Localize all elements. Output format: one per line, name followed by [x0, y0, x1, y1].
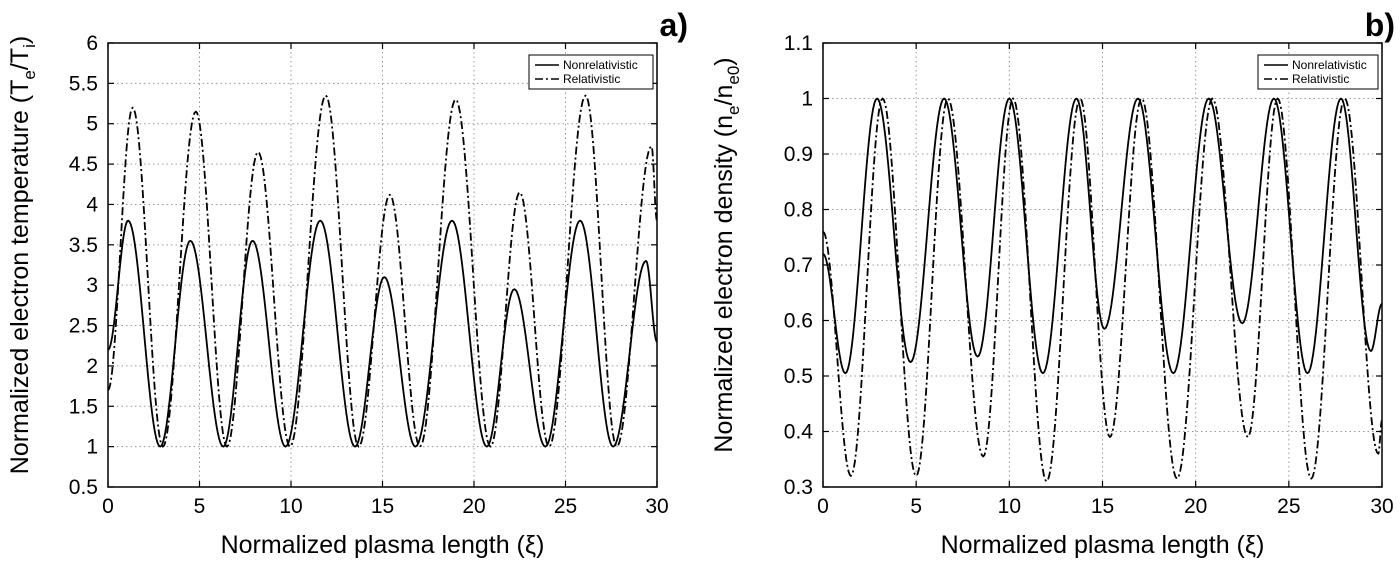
y-tick-label: 1: [86, 436, 98, 459]
series-line-nonrelativistic: [823, 97, 1382, 375]
legend-box-b: [1257, 54, 1379, 90]
x-tick-label: 25: [554, 495, 577, 518]
y-label-mid-a: /T: [6, 48, 34, 70]
x-axis-label-a: Normalized plasma length (ξ): [221, 531, 545, 559]
x-tick-label: 30: [645, 495, 668, 518]
x-tick-label: 25: [1277, 495, 1300, 518]
x-tick-label: 5: [194, 495, 206, 518]
y-tick-label: 0.3: [784, 476, 813, 499]
y-tick-label: 4.5: [69, 153, 98, 176]
y-axis-label-a: Normalized electron temperature (Te/Ti): [6, 36, 39, 474]
y-tick-label: 3.5: [69, 234, 98, 257]
y-label-sub1-a: e: [20, 70, 39, 79]
grid-b: [822, 42, 1383, 488]
tick-labels-b: 0 5 10 15 20 25 30 0.3 0.4 0.5 0.6 0.7 0.8 0.9 1 1.1: [784, 32, 1394, 518]
series-line-relativistic: [108, 94, 657, 448]
x-tick-label: 15: [371, 495, 394, 518]
y-label-mid-b: /n: [710, 85, 738, 106]
y-label-sub2-b: e0: [724, 66, 743, 85]
legend-label-nonrelativistic: Nonrelativistic: [563, 58, 638, 72]
legend-box-a: [528, 54, 654, 90]
legend-b: Nonrelativistic Relativistic: [1257, 54, 1379, 90]
legend-a: Nonrelativistic Relativistic: [528, 54, 654, 90]
x-tick-label: 5: [910, 495, 922, 518]
y-label-end-a: ): [6, 36, 34, 44]
legend-label-relativistic: Relativistic: [1292, 72, 1349, 86]
plot-frame-b: [822, 42, 1383, 488]
y-tick-label: 0.9: [784, 143, 813, 166]
grid-a: [107, 42, 658, 488]
y-tick-label: 1.5: [69, 395, 98, 418]
x-tick-label: 30: [1370, 495, 1393, 518]
panel-label-b: b): [1365, 7, 1395, 43]
y-tick-label: 1.1: [784, 32, 813, 55]
x-tick-label: 0: [817, 495, 829, 518]
x-axis-label-b: Normalized plasma length (ξ): [941, 531, 1265, 559]
legend-label-relativistic: Relativistic: [563, 72, 620, 86]
chart-panel-b: 0 5 10 15 20 25 30 0.3 0.4 0.5 0.6 0.7 0.8 0.9 1 1.1 No…: [710, 7, 1395, 559]
plot-frame-a: [107, 42, 658, 488]
y-tick-label: 5.5: [69, 72, 98, 95]
y-label-sub1-b: e: [724, 105, 743, 114]
y-tick-label: 0.5: [784, 365, 813, 388]
series-line-nonrelativistic: [108, 219, 657, 448]
x-tick-label: 20: [462, 495, 485, 518]
y-axis-label-b: Normalized electron density (ne/ne0): [710, 57, 743, 452]
y-tick-label: 0.5: [69, 476, 98, 499]
panel-label-a: a): [660, 7, 688, 43]
y-tick-label: 5: [86, 113, 98, 136]
y-tick-label: 0.7: [784, 254, 813, 277]
y-tick-label: 0.4: [784, 421, 814, 444]
y-tick-label: 2: [86, 355, 98, 378]
x-tick-label: 15: [1091, 495, 1114, 518]
tick-labels-a: 0 5 10 15 20 25 30 0.5 1 1.5 2 2.5 3 3.5 4 4.5 5 5.5 6: [69, 32, 669, 518]
series-layer-b: [823, 97, 1382, 483]
y-tick-label: 0.8: [784, 199, 813, 222]
y-label-end-b: ): [710, 57, 738, 65]
x-tick-label: 20: [1184, 495, 1207, 518]
y-tick-label: 2.5: [69, 315, 98, 338]
y-label-sub2-a: i: [20, 44, 39, 48]
y-label-main-a: Normalized electron temperature (T: [6, 80, 34, 475]
y-tick-label: 6: [86, 32, 98, 55]
y-label-main-b: Normalized electron density (n: [710, 115, 738, 453]
series-layer-a: [108, 94, 657, 448]
series-line-relativistic: [823, 97, 1382, 483]
y-tick-label: 0.6: [784, 310, 813, 333]
chart-panel-a: 0 5 10 15 20 25 30 0.5 1 1.5 2 2.5 3 3.5 4 4.5 5 5.5 6 Non…: [6, 7, 688, 559]
y-tick-label: 4: [86, 193, 98, 216]
x-tick-label: 10: [279, 495, 302, 518]
x-tick-label: 10: [998, 495, 1021, 518]
y-tick-label: 1: [801, 88, 813, 111]
x-tick-label: 0: [102, 495, 114, 518]
legend-label-nonrelativistic: Nonrelativistic: [1292, 58, 1367, 72]
y-tick-label: 3: [86, 274, 98, 297]
